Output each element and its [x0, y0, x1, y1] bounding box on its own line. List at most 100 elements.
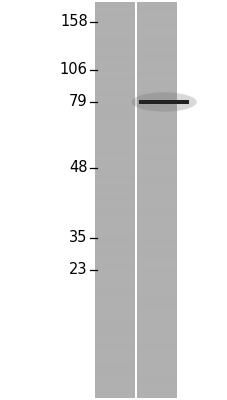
Bar — [137, 254, 177, 259]
Bar — [137, 215, 177, 220]
Bar — [137, 294, 177, 299]
Bar — [94, 32, 134, 37]
Bar — [94, 299, 134, 304]
Bar — [137, 314, 177, 319]
Bar — [94, 373, 134, 378]
Bar — [94, 289, 134, 294]
Bar — [94, 140, 134, 146]
Bar — [94, 2, 134, 398]
Bar — [137, 393, 177, 398]
Bar — [137, 274, 177, 279]
Bar — [94, 96, 134, 101]
Bar — [137, 289, 177, 294]
Bar — [137, 264, 177, 269]
Text: 158: 158 — [60, 14, 87, 30]
Bar — [94, 52, 134, 56]
Bar — [138, 100, 188, 104]
Bar — [137, 156, 177, 160]
Bar — [137, 126, 177, 131]
Bar — [137, 91, 177, 96]
Bar — [94, 7, 134, 12]
Bar — [94, 274, 134, 279]
Bar — [137, 116, 177, 121]
Bar — [94, 388, 134, 393]
Bar — [94, 62, 134, 66]
Bar — [137, 165, 177, 170]
Bar — [137, 62, 177, 66]
Bar — [137, 170, 177, 175]
Bar — [94, 37, 134, 42]
Bar — [137, 86, 177, 91]
Bar — [137, 383, 177, 388]
Bar — [137, 2, 177, 7]
Bar — [94, 12, 134, 17]
Bar — [94, 131, 134, 136]
Bar — [137, 338, 177, 344]
Bar — [94, 180, 134, 185]
Bar — [137, 388, 177, 393]
Bar — [137, 140, 177, 146]
Bar — [94, 190, 134, 195]
Bar — [137, 354, 177, 358]
Bar — [137, 101, 177, 106]
Bar — [137, 299, 177, 304]
Bar — [137, 210, 177, 215]
Bar — [137, 76, 177, 81]
Bar — [94, 368, 134, 373]
Bar — [94, 116, 134, 121]
Bar — [137, 175, 177, 180]
Bar — [137, 358, 177, 363]
Bar — [137, 190, 177, 195]
Text: 106: 106 — [60, 62, 87, 78]
Bar — [94, 240, 134, 244]
Bar — [94, 264, 134, 269]
Text: 35: 35 — [69, 230, 87, 246]
Bar — [137, 363, 177, 368]
Bar — [94, 235, 134, 240]
Bar — [94, 56, 134, 61]
Bar — [94, 185, 134, 190]
Bar — [137, 225, 177, 230]
Bar — [137, 56, 177, 61]
Bar — [94, 284, 134, 289]
Bar — [94, 106, 134, 111]
Bar — [94, 338, 134, 344]
Bar — [94, 91, 134, 96]
Bar — [94, 156, 134, 160]
Bar — [137, 17, 177, 22]
Bar — [137, 205, 177, 210]
Bar — [94, 334, 134, 338]
Bar — [137, 22, 177, 27]
Bar — [94, 27, 134, 32]
Bar — [94, 319, 134, 324]
Bar — [94, 358, 134, 363]
Bar — [94, 354, 134, 358]
Bar — [94, 348, 134, 354]
Bar — [94, 383, 134, 388]
Bar — [94, 329, 134, 334]
Bar — [137, 12, 177, 17]
Bar — [94, 146, 134, 150]
Bar — [94, 363, 134, 368]
Bar — [137, 195, 177, 200]
Bar — [94, 393, 134, 398]
Bar — [137, 259, 177, 264]
Bar — [137, 46, 177, 52]
Bar — [137, 368, 177, 373]
Bar — [94, 200, 134, 205]
Bar — [137, 334, 177, 338]
Bar — [94, 230, 134, 235]
Bar — [137, 81, 177, 86]
Text: 23: 23 — [69, 262, 87, 278]
Bar — [94, 76, 134, 81]
Bar — [137, 373, 177, 378]
Bar — [137, 319, 177, 324]
Bar — [137, 131, 177, 136]
Bar — [137, 52, 177, 56]
Bar — [94, 121, 134, 126]
Bar — [94, 66, 134, 71]
Bar — [94, 344, 134, 348]
Bar — [94, 71, 134, 76]
Bar — [137, 200, 177, 205]
Bar — [94, 160, 134, 165]
